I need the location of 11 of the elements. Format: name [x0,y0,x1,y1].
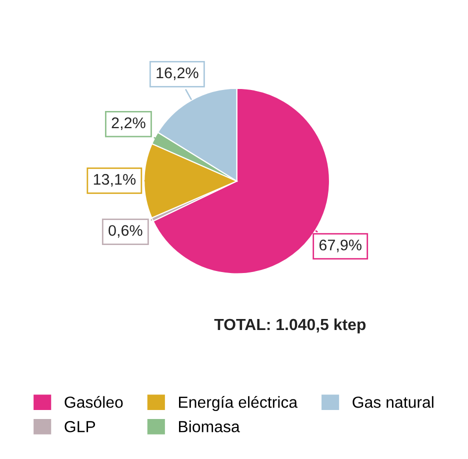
data-label: 67,9% [319,240,362,252]
data-label: 16,2% [156,67,198,80]
data-label: 13,1% [94,174,136,187]
data-label: 2,2% [112,117,146,130]
data-label: 0,6% [108,225,142,238]
legend-label: GLP [64,420,96,432]
legend-label: Gasóleo [64,396,123,408]
legend-label: Energía eléctrica [179,396,298,412]
legend-label: Gas natural [352,396,434,408]
text: TOTAL: 1.040,5 ktep [214,318,366,334]
legend-label: Biomasa [179,420,240,432]
